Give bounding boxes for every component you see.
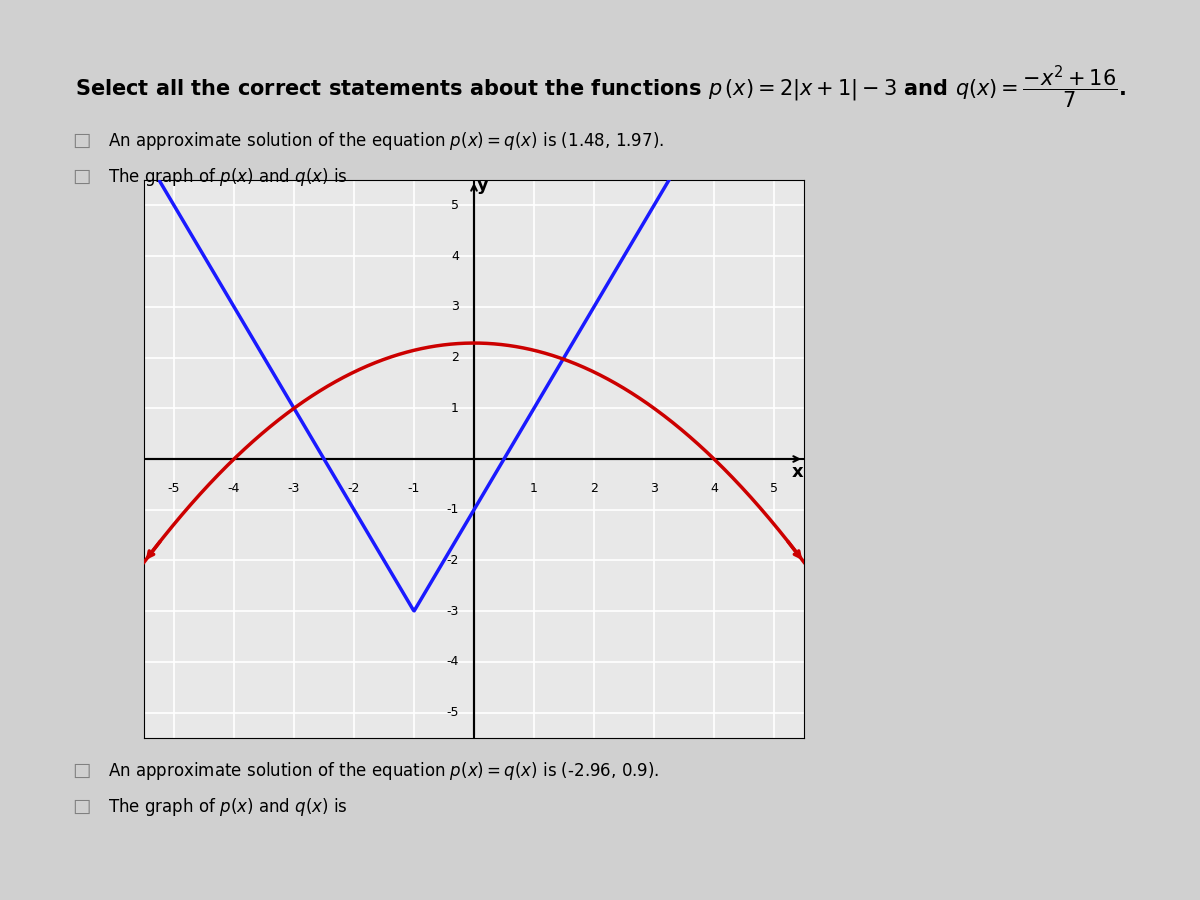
Text: □: □ — [72, 166, 90, 185]
Text: 5: 5 — [770, 482, 778, 495]
Text: -2: -2 — [446, 554, 458, 567]
Text: □: □ — [72, 796, 90, 815]
Text: 1: 1 — [530, 482, 538, 495]
Text: □: □ — [72, 130, 90, 149]
Text: 4: 4 — [710, 482, 718, 495]
Text: -4: -4 — [228, 482, 240, 495]
Text: -5: -5 — [168, 482, 180, 495]
Text: 1: 1 — [451, 401, 458, 415]
Text: 4: 4 — [451, 249, 458, 263]
Text: -5: -5 — [446, 706, 458, 719]
Text: -3: -3 — [446, 605, 458, 617]
Text: -4: -4 — [446, 655, 458, 669]
Text: The graph of $p(x)$ and $q(x)$ is: The graph of $p(x)$ and $q(x)$ is — [108, 796, 348, 818]
Text: -3: -3 — [288, 482, 300, 495]
Text: y: y — [478, 176, 488, 194]
Text: The graph of $p(x)$ and $q(x)$ is: The graph of $p(x)$ and $q(x)$ is — [108, 166, 348, 188]
Text: -1: -1 — [446, 503, 458, 517]
Text: 3: 3 — [650, 482, 658, 495]
Text: -2: -2 — [348, 482, 360, 495]
Text: 2: 2 — [451, 351, 458, 364]
Text: 5: 5 — [451, 199, 458, 212]
Text: □: □ — [72, 760, 90, 779]
Text: 2: 2 — [590, 482, 598, 495]
Text: -1: -1 — [408, 482, 420, 495]
Text: 3: 3 — [451, 301, 458, 313]
Text: An approximate solution of the equation $p(x) = q(x)$ is (1.48, 1.97).: An approximate solution of the equation … — [108, 130, 664, 152]
Text: Select all the correct statements about the functions $p\,(x) = 2|x + 1| - 3$ an: Select all the correct statements about … — [74, 63, 1126, 111]
Text: x: x — [792, 463, 804, 481]
Text: An approximate solution of the equation $p(x) = q(x)$ is (-2.96, 0.9).: An approximate solution of the equation … — [108, 760, 660, 782]
